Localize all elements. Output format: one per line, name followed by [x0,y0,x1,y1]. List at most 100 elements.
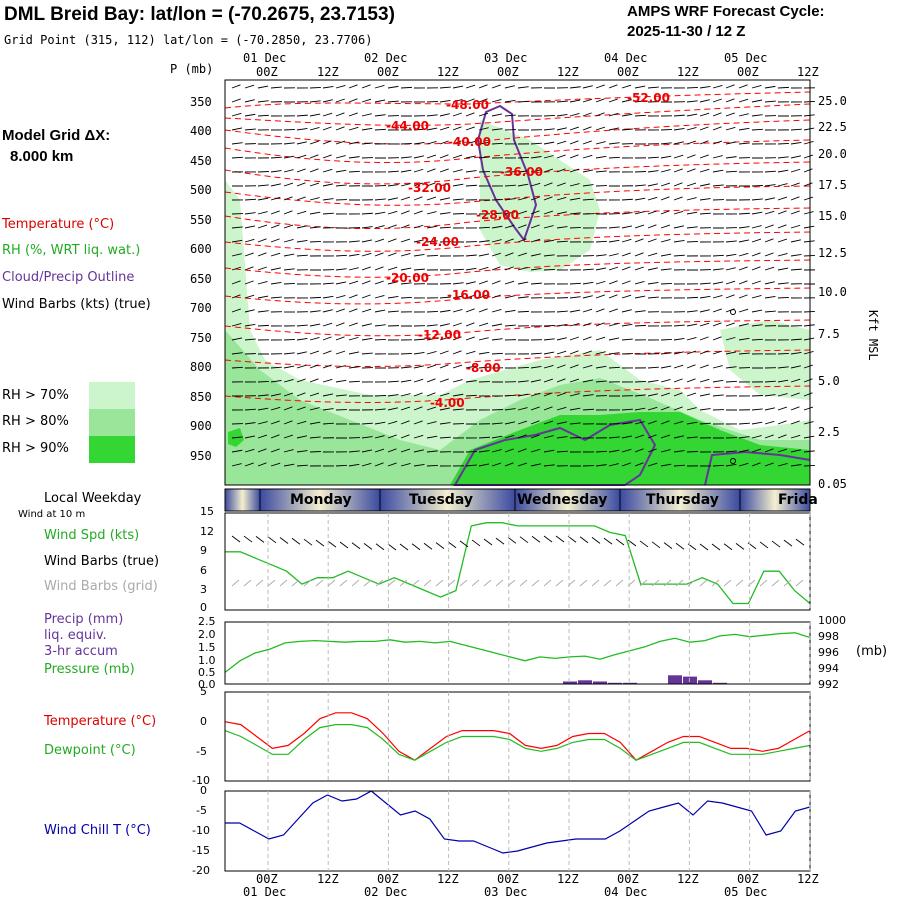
temperature-contour [224,385,811,403]
wind-barb [595,98,605,103]
wind-barb [465,140,476,145]
wind-barb [374,280,384,285]
wind-barb [400,352,412,355]
wind-barb [335,126,345,131]
wind-barb [777,143,789,145]
wind-barb [296,364,307,369]
wind-barb [452,85,464,89]
wind-barb-grid [771,579,780,587]
wind-barb-grid [795,579,804,587]
wind-barb [452,350,462,355]
wind-barb [322,322,333,327]
wind-barb [686,364,696,369]
wind-barb [673,420,684,425]
wind-barb [452,126,462,131]
temperature-contour [224,231,811,252]
wind-barb [478,450,490,453]
wind-barb [647,252,658,257]
wind-barb [790,392,800,397]
wind-barb [569,309,581,313]
wind-barb-grid [579,579,588,587]
weekday-label: Wednesday [517,492,608,508]
wind-barb [374,294,385,299]
wind-barb [738,462,749,467]
wind-barb [257,171,269,173]
wind-barb [400,224,410,229]
wind-barb [751,448,762,453]
wind-barb [452,169,463,173]
wind-barb [790,268,802,271]
wind-barb [361,252,372,257]
wind-barb [413,449,424,453]
wind-barb [595,112,605,117]
wind-barb [309,296,321,299]
wind-barb [504,198,516,201]
temp-contour-label: -28.00 [476,208,519,222]
wind-barb [530,156,542,159]
wind-barb [803,378,813,383]
wind-barb [660,239,671,243]
wind-barb [608,308,618,313]
wind-barb [426,141,437,145]
wind-barb-true [759,541,769,549]
wind-barb [491,422,503,425]
bottom-hour-label: 12Z [797,872,819,886]
wind-barb [595,267,607,271]
wind-barb [738,280,748,285]
wind-barb [374,435,385,439]
wind-barb [309,140,319,145]
wind-barb [452,154,463,159]
wind-barb [491,266,501,271]
wind-barb [413,434,424,439]
precip-bar [683,676,697,684]
wind-barb [543,435,554,439]
wind-barb [569,378,580,383]
wind-barb [283,169,294,173]
wind-barb [478,280,488,285]
wind-barb [699,99,710,103]
wind-barb [374,324,386,327]
wind-barb-true [243,535,253,543]
temp-contour-label: -40.00 [448,135,491,149]
wind-barb [595,155,607,159]
wind-barb-grid [447,579,456,587]
wind-barb-grid [735,579,744,587]
wind-barb [361,127,373,131]
wind-barb [790,420,800,425]
height-tick: 12.5 [818,246,847,260]
wind-barb [543,239,555,243]
wind-barb [582,98,593,103]
wind-barb [569,126,579,131]
wind-barb [517,157,529,159]
bottom-date-label: 02 Dec [364,885,408,899]
wind-barb [751,462,761,467]
wind-barb [764,100,776,103]
wind-barb [361,212,373,215]
height-tick: 15.0 [818,209,847,223]
wind-barb [309,323,321,327]
wind-barb [673,196,683,201]
wind-barb [803,225,815,229]
precip-tick: 0.0 [198,678,216,691]
wind-barb [504,280,515,285]
wind-barb [777,282,789,285]
wind-barb [504,224,515,229]
wind-barb [725,253,737,257]
wind-barb [686,421,698,425]
wind-barb [686,226,698,229]
wind-barb [491,128,503,131]
wind-barb [335,336,345,341]
wind-barb [465,394,477,397]
wind-barb [725,156,737,159]
wind-barb [452,112,462,117]
wind-barb [452,268,464,271]
wind-barb [426,392,436,397]
wind-barb [244,338,256,341]
wind-barb-true [471,539,481,547]
wind-barb [296,210,307,215]
bottom-date-label: 04 Dec [604,885,648,899]
wind-barb [283,463,295,467]
wind-barb [569,154,579,159]
wind-barb [712,365,723,369]
wind-barb [517,210,528,215]
